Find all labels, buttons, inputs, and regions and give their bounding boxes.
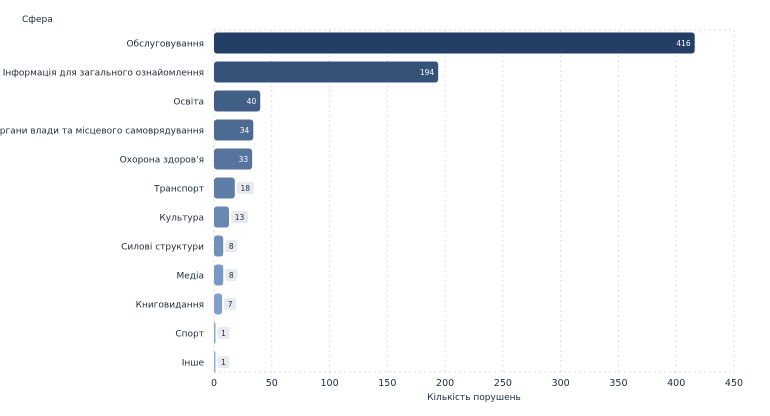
x-tick-label: 150 — [378, 378, 396, 389]
x-tick-label: 250 — [494, 378, 512, 389]
value-label: 8 — [229, 242, 234, 251]
x-tick-label: 200 — [436, 378, 454, 389]
bar — [214, 206, 230, 228]
bar — [214, 351, 216, 373]
category-label: Органи влади та місцевого самоврядування — [0, 127, 204, 137]
value-label-badge — [225, 269, 238, 281]
x-tick-label: 100 — [320, 378, 338, 389]
value-label: 13 — [235, 213, 245, 222]
value-label-badge — [217, 327, 230, 339]
value-label: 194 — [420, 68, 435, 77]
value-label: 18 — [241, 184, 251, 193]
x-tick-label: 450 — [725, 378, 743, 389]
bar — [214, 32, 695, 54]
value-label: 1 — [221, 329, 226, 338]
bar — [214, 322, 216, 344]
category-label: Охорона здоров'я — [120, 156, 204, 166]
x-tick-label: 350 — [609, 378, 627, 389]
value-label: 1 — [221, 358, 226, 367]
category-label: Освіта — [173, 98, 204, 108]
y-axis-title: Сфера — [22, 15, 53, 25]
grid — [213, 29, 735, 373]
bar — [214, 264, 224, 286]
value-label: 416 — [676, 39, 691, 48]
category-label: Книговидання — [136, 301, 204, 311]
value-label-badge — [231, 211, 249, 223]
value-label: 7 — [228, 300, 233, 309]
value-label: 40 — [247, 97, 257, 106]
x-tick-label: 300 — [552, 378, 570, 389]
x-tick-label: 400 — [667, 378, 685, 389]
value-label-badge — [224, 298, 237, 310]
value-label: 8 — [229, 271, 234, 280]
category-label: Обслуговування — [126, 40, 204, 50]
value-label-badge — [217, 356, 230, 368]
category-label: Транспорт — [153, 185, 204, 195]
bar — [214, 293, 223, 315]
bar — [214, 90, 261, 112]
category-label: Інше — [182, 359, 205, 369]
category-label: Інформація для загального ознайомлення — [3, 69, 204, 79]
x-tick-label: 0 — [211, 378, 217, 389]
value-label-badge — [236, 182, 254, 194]
bar — [214, 148, 253, 170]
bar — [214, 177, 235, 199]
bars: 416 194 40 34 33 18 13 8 8 7 1 1 — [214, 32, 695, 373]
category-label: Медіа — [176, 272, 204, 282]
x-axis-title: Кількість порушень — [427, 393, 521, 403]
value-label: 34 — [240, 126, 250, 135]
category-labels: Обслуговування Інформація для загального … — [0, 40, 204, 369]
bar — [214, 119, 254, 141]
bar — [214, 61, 439, 83]
category-label: Спорт — [175, 330, 204, 340]
x-tick-label: 50 — [266, 378, 278, 389]
category-label: Силові структури — [121, 243, 204, 253]
bar — [214, 235, 224, 257]
category-label: Культура — [159, 214, 204, 224]
value-label: 33 — [239, 155, 249, 164]
x-tick-labels: 0 50 100 150 200 250 300 350 400 450 — [211, 378, 743, 389]
value-label-badge — [225, 240, 238, 252]
